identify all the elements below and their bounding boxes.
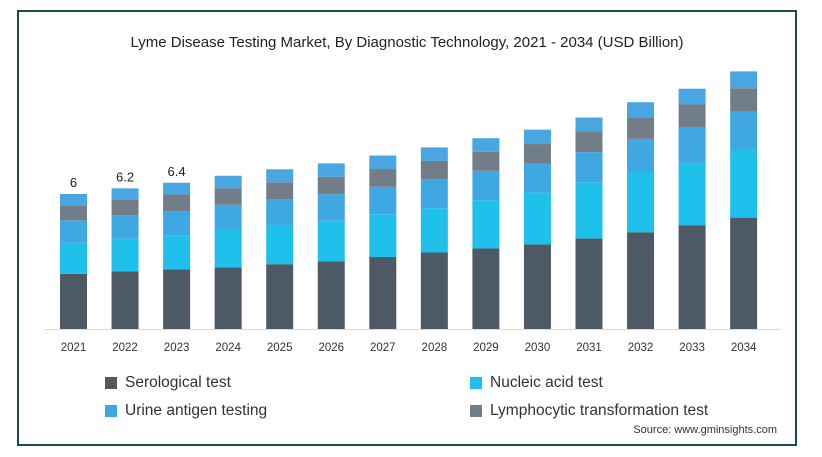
- bar-2034-s3: [730, 88, 758, 112]
- bar-2027-s2: [369, 186, 397, 215]
- bar-2027-s1: [369, 214, 397, 257]
- bar-2032-s3: [627, 117, 655, 139]
- bar-2025-s3: [266, 182, 294, 200]
- x-tick-label: 2031: [576, 342, 602, 354]
- bar-2024-s4: [214, 175, 242, 189]
- x-tick-label: 2024: [215, 342, 241, 354]
- bar-2031-s1: [575, 182, 603, 239]
- bar-2034-s0: [730, 217, 758, 329]
- source-note: Source: www.gminsights.com: [633, 424, 777, 436]
- bar-2034-s1: [730, 149, 758, 218]
- x-tick-label: 2034: [731, 342, 757, 354]
- x-tick-label: 2023: [164, 342, 190, 354]
- bar-2024-s1: [214, 229, 242, 268]
- bar-2033-s2: [678, 126, 706, 163]
- bar-2031-s2: [575, 152, 603, 183]
- bar-2023-s0: [163, 269, 191, 329]
- bar-2024-s0: [214, 267, 242, 329]
- bar-2021-s4: [60, 194, 87, 206]
- bar-2024-s2: [214, 204, 242, 230]
- bar-2029-s0: [472, 248, 500, 329]
- bar-2029-s4: [472, 138, 500, 152]
- bar-2033-s3: [678, 104, 706, 127]
- bar-2024-s3: [214, 188, 242, 205]
- bar-2029-s2: [472, 170, 500, 201]
- bar-2032-s2: [627, 138, 655, 172]
- bar-2034-s4: [730, 71, 758, 89]
- bar-2031-s4: [575, 117, 603, 132]
- bar-2021-s1: [60, 242, 87, 274]
- bar-2028-s4: [420, 147, 448, 161]
- bar-2023-s1: [163, 235, 191, 270]
- bar-2022-s4: [111, 188, 139, 200]
- bar-2022-s2: [111, 215, 139, 239]
- bar-2022-s1: [111, 238, 139, 272]
- bar-2033-s0: [678, 225, 706, 329]
- x-tick-label: 2032: [628, 342, 654, 354]
- bar-2021-s2: [60, 220, 87, 243]
- bar-2021-s3: [60, 205, 87, 221]
- bar-2029-s3: [472, 151, 500, 171]
- x-tick-label: 2025: [267, 342, 293, 354]
- bar-2026-s0: [317, 261, 345, 329]
- bar-2023-s3: [163, 194, 191, 212]
- bar-2034-s2: [730, 111, 758, 149]
- x-tick-label: 2033: [679, 342, 705, 354]
- bar-2025-s2: [266, 199, 294, 226]
- bar-2030-s3: [523, 144, 551, 164]
- bar-2026-s4: [317, 163, 345, 177]
- bar-2026-s3: [317, 176, 345, 195]
- bar-2023-s2: [163, 211, 191, 236]
- bar-2025-s4: [266, 169, 294, 183]
- bar-2030-s2: [523, 163, 551, 193]
- x-tick-label: 2027: [370, 342, 396, 354]
- chart-frame: Lyme Disease Testing Market, By Diagnost…: [17, 10, 797, 446]
- bar-2028-s0: [420, 252, 448, 329]
- x-tick-label: 2022: [112, 342, 138, 354]
- chart-plot: 2021 6 2022 6.2 2023 6.4 2024 2025 2026 2027 2028 2…: [44, 71, 781, 354]
- bar-2021-s0: [60, 273, 87, 329]
- bar-2031-s0: [575, 238, 603, 329]
- bar-2032-s1: [627, 171, 655, 233]
- bar-2031-s3: [575, 131, 603, 153]
- bar-2029-s1: [472, 200, 500, 249]
- bar-2030-s1: [523, 192, 551, 245]
- data-label: 6.2: [116, 169, 134, 184]
- bar-2026-s2: [317, 194, 345, 221]
- bar-2032-s0: [627, 232, 655, 329]
- x-tick-label: 2026: [318, 342, 344, 354]
- chart-title: Lyme Disease Testing Market, By Diagnost…: [130, 34, 684, 51]
- bar-2027-s4: [369, 155, 397, 170]
- data-label: 6.4: [168, 164, 186, 179]
- bar-2028-s3: [420, 160, 448, 180]
- bar-2026-s1: [317, 220, 345, 262]
- x-tick-label: 2030: [525, 342, 551, 354]
- bar-2027-s0: [369, 257, 397, 329]
- bar-2025-s0: [266, 264, 294, 329]
- bar-2022-s0: [111, 271, 139, 329]
- bar-2022-s3: [111, 199, 139, 216]
- x-tick-label: 2021: [61, 342, 87, 354]
- bar-2023-s4: [163, 182, 191, 195]
- bar-2032-s4: [627, 102, 655, 118]
- bar-2027-s3: [369, 169, 397, 187]
- bar-2028-s2: [420, 179, 448, 209]
- x-tick-label: 2028: [422, 342, 448, 354]
- data-label: 6: [70, 175, 77, 190]
- bar-2033-s4: [678, 88, 706, 105]
- bar-2030-s4: [523, 129, 551, 145]
- x-tick-label: 2029: [473, 342, 499, 354]
- bar-2025-s1: [266, 225, 294, 265]
- bar-2028-s1: [420, 208, 448, 253]
- bar-2030-s0: [523, 244, 551, 329]
- bar-2033-s1: [678, 162, 706, 226]
